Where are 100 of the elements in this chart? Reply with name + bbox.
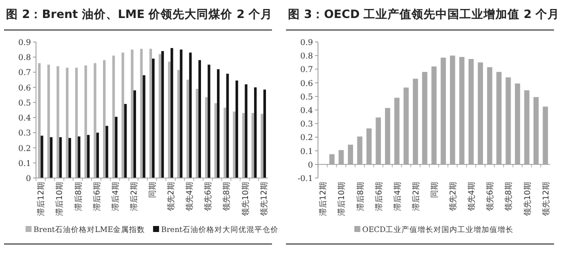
x-tick-label: 滞后10期 [337, 182, 346, 216]
bar [168, 62, 171, 178]
y-tick-label: 0.1 [18, 158, 31, 168]
chart-title: 图 3：OECD 工业产值领先中国工业增加值 2 个月 [288, 7, 560, 21]
bar [468, 59, 474, 164]
bar [260, 114, 264, 178]
bar [208, 64, 210, 178]
x-tick-label: 领先8期 [222, 182, 232, 212]
bar [84, 65, 88, 178]
x-tick-label: 滞后4期 [110, 182, 120, 212]
bar [329, 154, 335, 164]
bar [56, 66, 60, 178]
x-tick-label: 同期 [148, 182, 157, 198]
bar [232, 112, 236, 178]
x-tick-label: 领先4期 [467, 182, 476, 212]
bar [142, 75, 146, 178]
x-tick-label: 滞后6期 [92, 182, 102, 212]
x-tick-label: 滞后12期 [318, 182, 328, 216]
y-tick-label: 0.9 [300, 38, 313, 47]
bar [158, 54, 162, 178]
x-tick-label: 滞后6期 [374, 182, 384, 212]
bar [450, 56, 456, 164]
bar [263, 90, 266, 178]
bar [254, 87, 257, 178]
bar [106, 126, 108, 178]
bar [66, 68, 68, 178]
bar [244, 84, 248, 178]
bar [140, 48, 143, 178]
bar [196, 88, 198, 178]
x-tick-label: 领先10期 [522, 182, 532, 216]
bar [506, 77, 511, 164]
bar [366, 128, 372, 164]
x-tick-label: 滞后2期 [411, 182, 420, 212]
chart-title: 图 2：Brent 油价、LME 价领先大同煤价 2 个月 [6, 7, 273, 21]
x-tick-label: 滞后8期 [74, 182, 83, 212]
bar [124, 104, 127, 178]
bar [226, 74, 229, 178]
x-tick-label: 领先4期 [185, 182, 194, 212]
x-tick-label: 同期 [430, 182, 439, 198]
x-tick-label: 领先8期 [504, 182, 514, 212]
bar [50, 137, 53, 178]
y-tick-label: 0.8 [300, 52, 313, 61]
bar [186, 80, 190, 178]
bar [112, 56, 115, 178]
bar [130, 50, 134, 178]
bar [96, 132, 99, 178]
x-tick-label: 滞后12期 [36, 182, 46, 216]
x-tick-label: 滞后8期 [356, 182, 365, 212]
bar [459, 56, 464, 164]
bar [514, 83, 520, 164]
y-tick-label: 0.5 [18, 98, 31, 108]
bar [242, 113, 245, 178]
y-tick-label: -0.1 [298, 174, 313, 183]
bar [478, 62, 483, 164]
x-tick-label: 滞后10期 [55, 182, 64, 216]
x-tick-label: 领先6期 [486, 182, 495, 212]
bar [431, 66, 437, 164]
x-tick-label: 滞后4期 [392, 182, 402, 212]
bar [189, 52, 192, 178]
y-tick-label: 0.7 [300, 65, 313, 74]
x-tick-label: 领先12期 [541, 182, 550, 216]
bar [205, 97, 208, 178]
y-tick-label: 0.2 [300, 133, 313, 142]
bar [38, 63, 41, 178]
y-tick-label: 0.9 [18, 38, 31, 47]
bar [496, 72, 502, 164]
y-tick-label: 0.4 [18, 114, 31, 123]
bar [224, 108, 226, 178]
bar [68, 138, 72, 178]
bar [440, 58, 446, 164]
y-tick-label: 0 [26, 174, 31, 183]
x-tick-label: 领先2期 [166, 182, 176, 212]
bar [385, 108, 390, 164]
bar [59, 137, 62, 178]
y-tick-label: 0.6 [18, 83, 31, 92]
bar [75, 68, 78, 178]
bar [542, 106, 548, 164]
x-tick-label: 领先12期 [259, 182, 268, 216]
bar [348, 144, 354, 164]
y-tick-label: 0.5 [300, 92, 313, 102]
y-tick-label: 0.3 [300, 120, 313, 129]
y-tick-label: 0.7 [18, 68, 31, 78]
y-tick-label: 0 [308, 160, 313, 170]
bar [422, 72, 428, 164]
bar [236, 80, 238, 178]
bar [216, 69, 220, 178]
bar [412, 78, 418, 164]
bar [40, 136, 44, 178]
bar [394, 98, 400, 164]
bar [87, 134, 90, 178]
bar [133, 90, 136, 178]
y-tick-label: 0.6 [300, 78, 313, 88]
y-tick-label: 0.4 [300, 106, 313, 115]
bar [251, 113, 254, 178]
bar [404, 88, 409, 164]
bar [338, 150, 344, 164]
bar [487, 67, 492, 164]
bar [533, 97, 539, 164]
bar [214, 103, 217, 178]
y-tick-label: 0.2 [18, 144, 31, 153]
